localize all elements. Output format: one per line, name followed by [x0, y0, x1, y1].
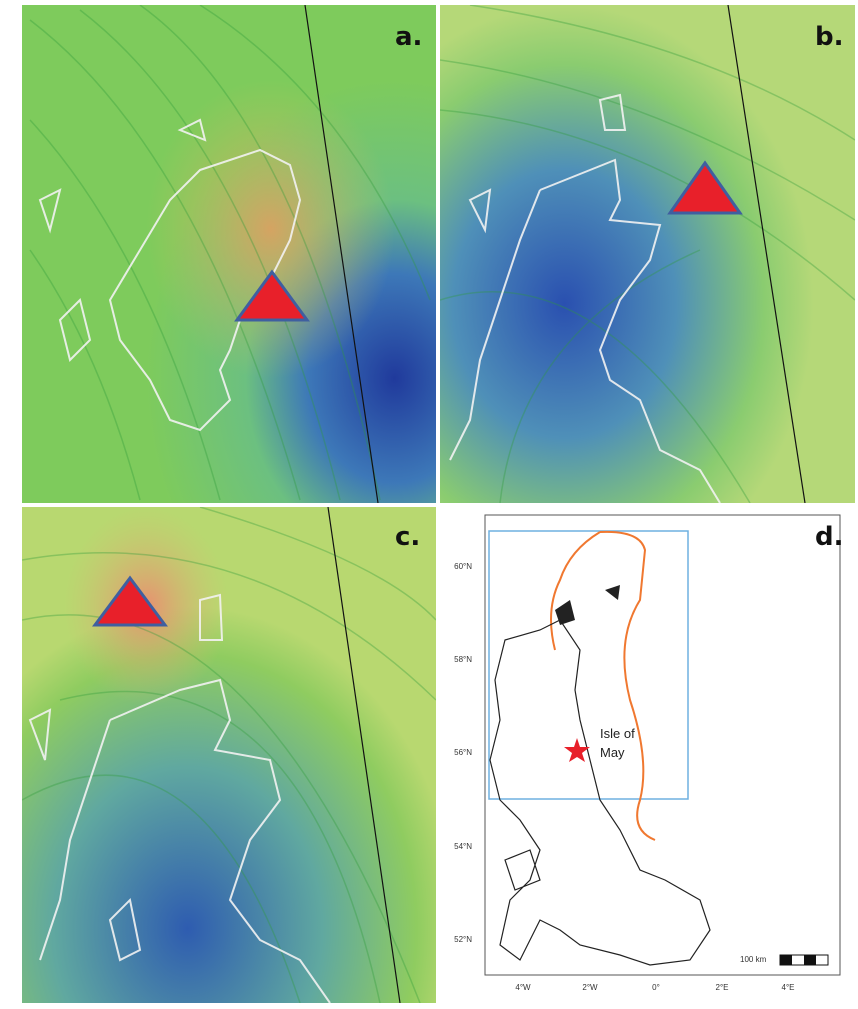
lat-label: 60°N	[454, 562, 472, 571]
lat-label: 54°N	[454, 842, 472, 851]
figure: a. b. c. Isle of May 100 km 60°N 58°N 56…	[0, 0, 858, 1009]
lon-label: 4°E	[782, 983, 795, 992]
panel-label: c.	[395, 522, 420, 552]
site-label: May	[600, 745, 625, 760]
scale-label: 100 km	[740, 955, 767, 964]
lon-label: 4°W	[515, 983, 531, 992]
panel-label: a.	[395, 22, 422, 52]
panel-a: a.	[22, 5, 436, 503]
panel-b: b.	[440, 5, 855, 503]
lon-label: 0°	[652, 983, 660, 992]
scale-bar	[780, 955, 828, 965]
lat-label: 56°N	[454, 748, 472, 757]
panel-d: Isle of May 100 km 60°N 58°N 56°N 54°N 5…	[440, 507, 855, 1003]
panel-label: d.	[815, 522, 844, 552]
site-label: Isle of	[600, 726, 635, 741]
lon-label: 2°E	[716, 983, 729, 992]
lat-label: 52°N	[454, 935, 472, 944]
lon-label: 2°W	[582, 983, 598, 992]
panel-label: b.	[815, 22, 844, 52]
panel-c: c.	[22, 507, 436, 1003]
lat-label: 58°N	[454, 655, 472, 664]
